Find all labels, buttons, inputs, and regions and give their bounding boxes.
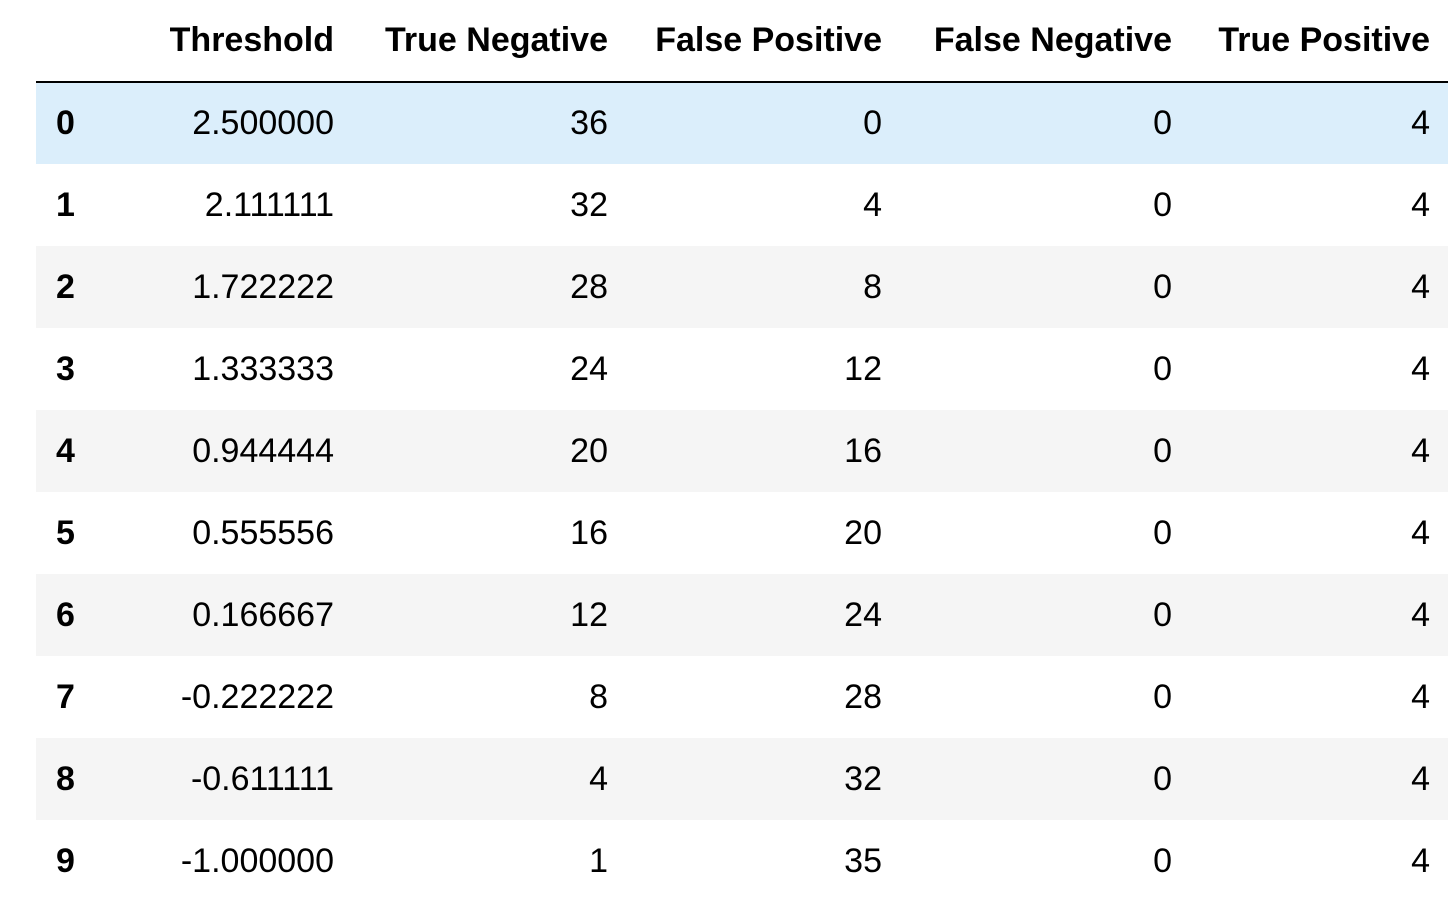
cell-true-negative: 8: [589, 677, 608, 716]
cell-true-negative: 12: [570, 595, 608, 634]
cell-false-negative: 0: [1153, 677, 1172, 716]
column-header-threshold: Threshold: [98, 0, 352, 83]
index-header: [36, 0, 98, 83]
row-index: 8: [56, 759, 75, 798]
cell-false-negative: 0: [1153, 349, 1172, 388]
data-table: Threshold True Negative False Positive F…: [36, 0, 1448, 902]
header-row: Threshold True Negative False Positive F…: [36, 0, 1448, 83]
table-row: 5 0.555556 16 20 0 4: [36, 492, 1448, 574]
cell-threshold: -1.000000: [180, 841, 334, 880]
cell-true-negative: 28: [570, 267, 608, 306]
dataframe-output: Threshold True Negative False Positive F…: [36, 0, 1448, 902]
cell-false-positive: 8: [863, 267, 882, 306]
cell-false-positive: 12: [844, 349, 882, 388]
cell-true-negative: 16: [570, 513, 608, 552]
table-header: Threshold True Negative False Positive F…: [36, 0, 1448, 83]
cell-true-positive: 4: [1411, 104, 1430, 142]
cell-threshold: 0.166667: [192, 595, 334, 634]
cell-true-negative: 20: [570, 431, 608, 470]
table-row: 9 -1.000000 1 35 0 4: [36, 820, 1448, 902]
table-row: 8 -0.611111 4 32 0 4: [36, 738, 1448, 820]
cell-false-positive: 35: [844, 841, 882, 880]
cell-false-negative: 0: [1153, 595, 1172, 634]
table-row: 1 2.111111 32 4 0 4: [36, 164, 1448, 246]
cell-true-negative: 36: [570, 104, 608, 142]
row-index: 9: [56, 841, 75, 880]
row-index: 0: [56, 104, 75, 142]
cell-false-negative: 0: [1153, 513, 1172, 552]
cell-false-positive: 28: [844, 677, 882, 716]
cell-false-positive: 4: [863, 185, 882, 224]
cell-threshold: 0.555556: [192, 513, 334, 552]
cell-threshold: -0.611111: [190, 759, 334, 798]
cell-true-positive: 4: [1411, 841, 1430, 880]
cell-threshold: 1.722222: [192, 267, 334, 306]
cell-threshold: 2.111111: [204, 185, 334, 224]
row-index: 2: [56, 267, 75, 306]
table-row: 7 -0.222222 8 28 0 4: [36, 656, 1448, 738]
row-index: 4: [56, 431, 75, 470]
cell-true-positive: 4: [1411, 267, 1430, 306]
table-row: 2 1.722222 28 8 0 4: [36, 246, 1448, 328]
table-row: 0 2.500000 36 0 0 4: [36, 82, 1448, 164]
table-row: 4 0.944444 20 16 0 4: [36, 410, 1448, 492]
column-header-true-positive: True Positive: [1190, 0, 1448, 83]
cell-true-positive: 4: [1411, 349, 1430, 388]
cell-false-positive: 0: [863, 104, 882, 142]
row-index: 7: [56, 677, 75, 716]
cell-true-positive: 4: [1411, 185, 1430, 224]
cell-false-positive: 20: [844, 513, 882, 552]
cell-false-negative: 0: [1153, 185, 1172, 224]
cell-threshold: 0.944444: [192, 431, 334, 470]
row-index: 6: [56, 595, 75, 634]
cell-threshold: 2.500000: [192, 104, 334, 142]
cell-false-negative: 0: [1153, 267, 1172, 306]
table-row: 6 0.166667 12 24 0 4: [36, 574, 1448, 656]
cell-false-negative: 0: [1153, 104, 1172, 142]
cell-true-negative: 32: [570, 185, 608, 224]
column-header-false-negative: False Negative: [900, 0, 1190, 83]
cell-true-positive: 4: [1411, 759, 1430, 798]
cell-false-positive: 32: [844, 759, 882, 798]
cell-false-positive: 24: [844, 595, 882, 634]
cell-true-negative: 1: [589, 841, 608, 880]
cell-true-negative: 24: [570, 349, 608, 388]
cell-false-negative: 0: [1153, 841, 1172, 880]
cell-true-positive: 4: [1411, 431, 1430, 470]
cell-true-positive: 4: [1411, 677, 1430, 716]
row-index: 1: [56, 185, 75, 224]
column-header-true-negative: True Negative: [352, 0, 626, 83]
cell-threshold: -0.222222: [180, 677, 334, 716]
cell-threshold: 1.333333: [192, 349, 334, 388]
table-body: 0 2.500000 36 0 0 4 1 2.111111 32 4 0 4 …: [36, 82, 1448, 902]
row-index: 3: [56, 349, 75, 388]
cell-true-positive: 4: [1411, 595, 1430, 634]
column-header-false-positive: False Positive: [626, 0, 900, 83]
cell-false-negative: 0: [1153, 431, 1172, 470]
cell-true-negative: 4: [589, 759, 608, 798]
cell-true-positive: 4: [1411, 513, 1430, 552]
cell-false-negative: 0: [1153, 759, 1172, 798]
table-row: 3 1.333333 24 12 0 4: [36, 328, 1448, 410]
row-index: 5: [56, 513, 75, 552]
cell-false-positive: 16: [844, 431, 882, 470]
